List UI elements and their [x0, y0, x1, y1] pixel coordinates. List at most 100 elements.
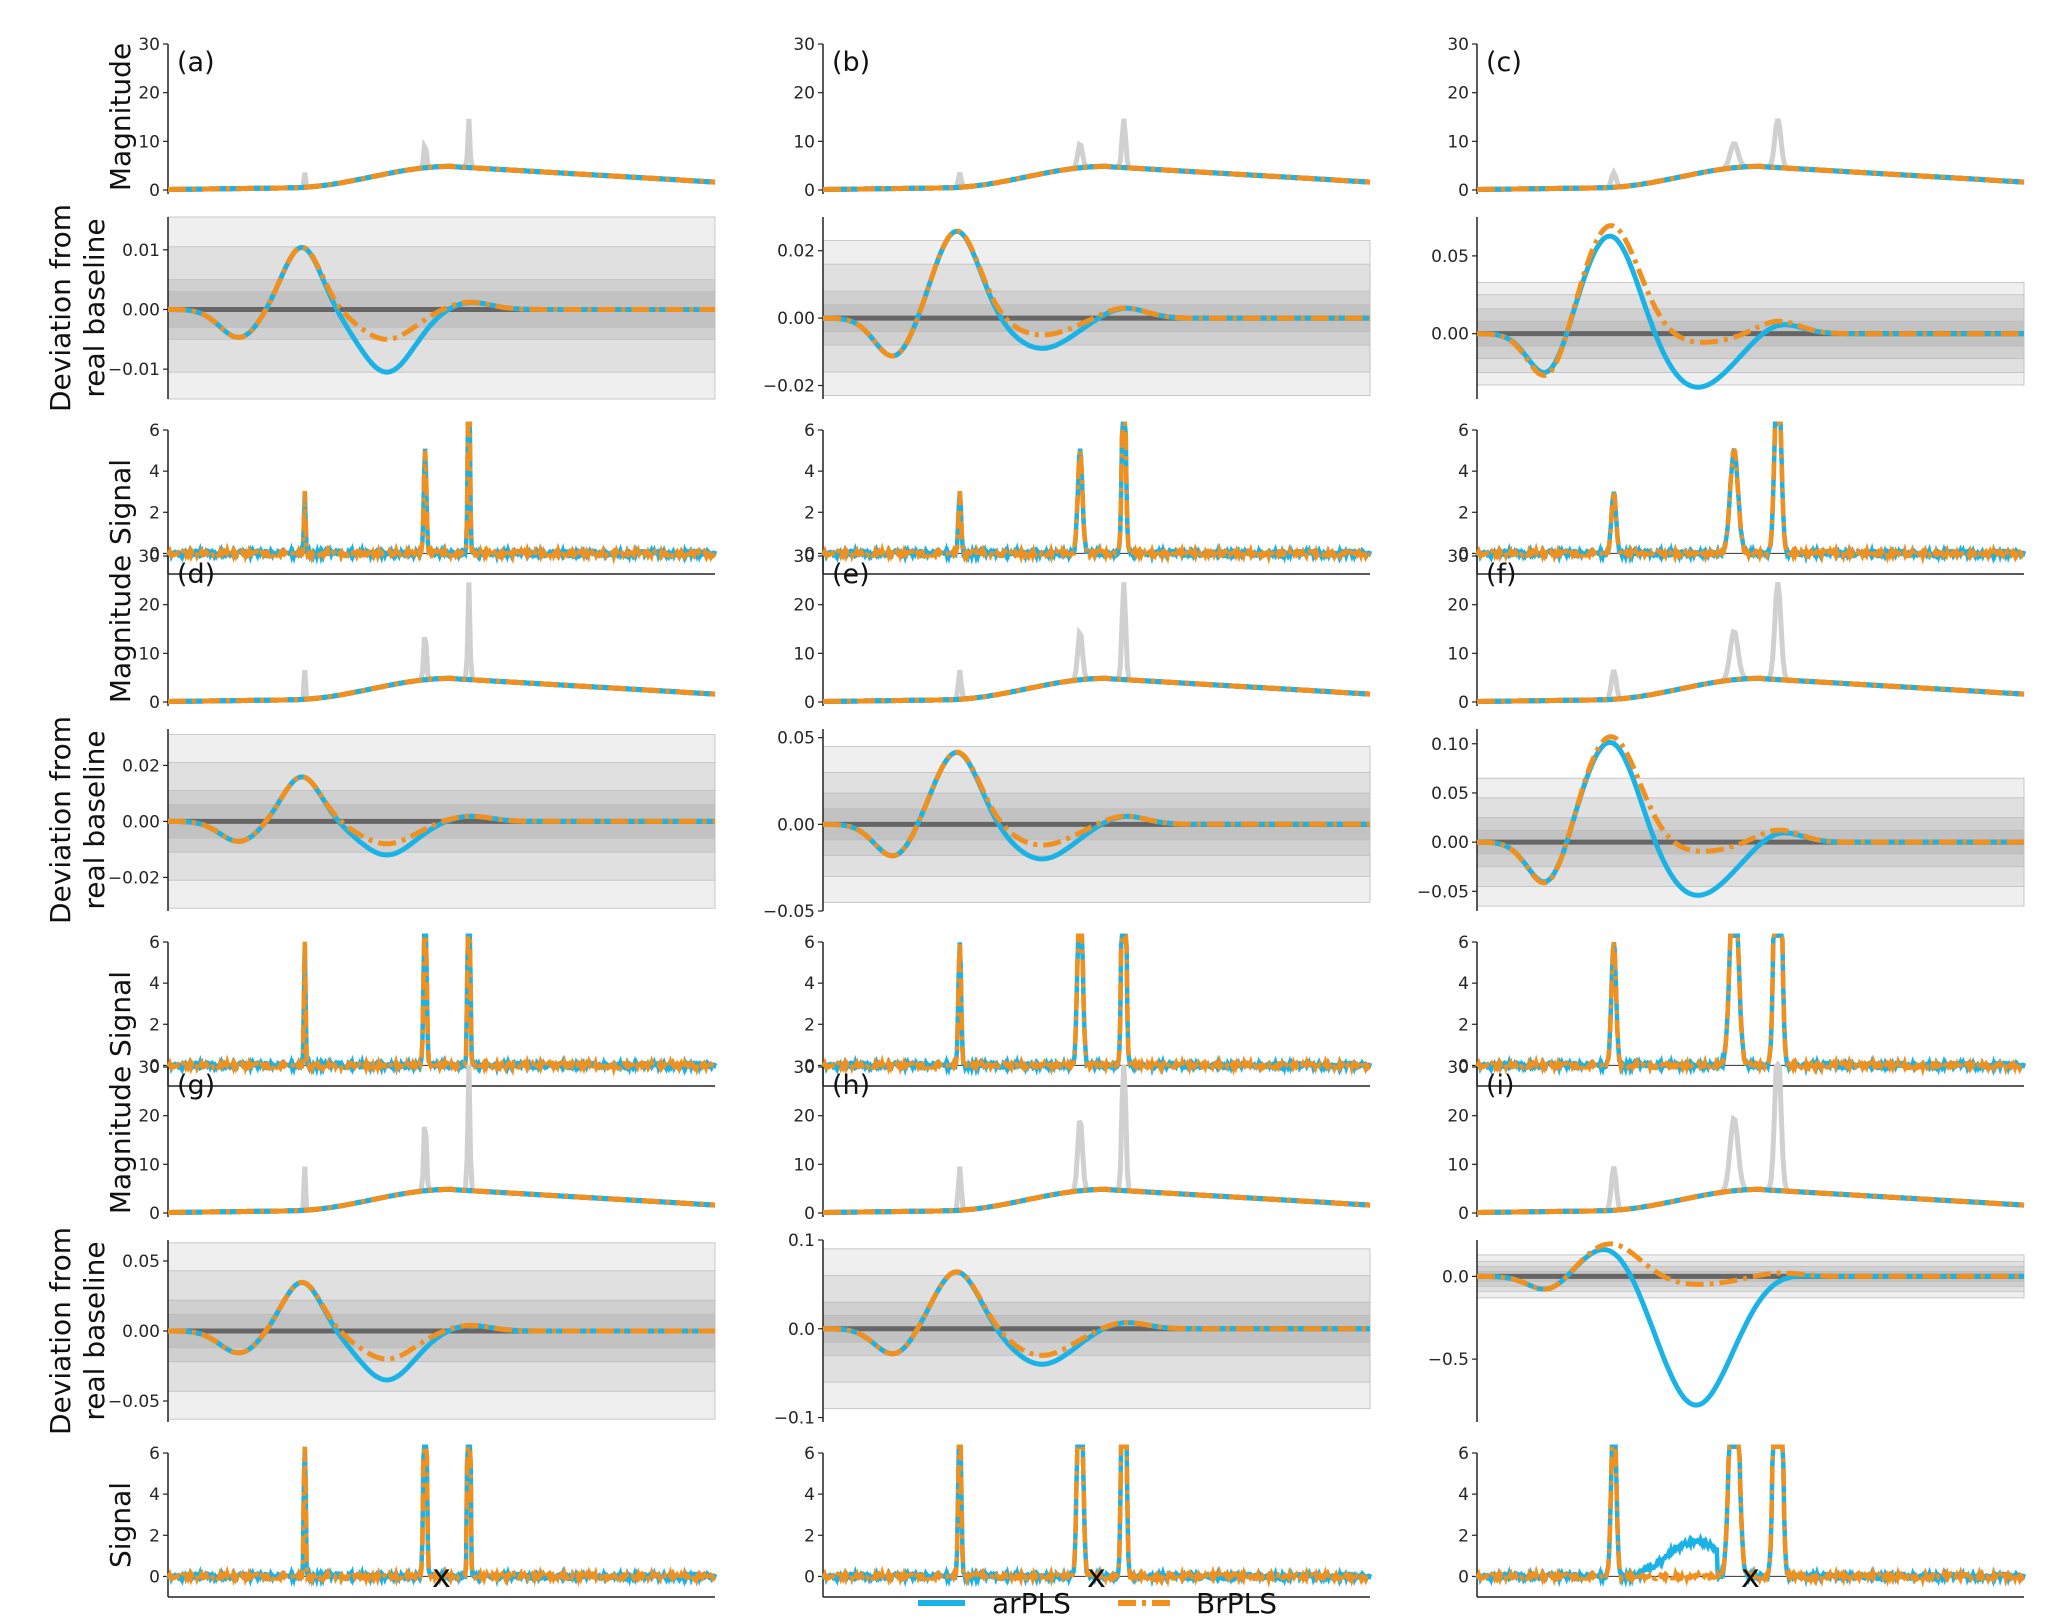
- signal-y-tick-label: 6: [149, 933, 160, 953]
- brpls-signal-line: [821, 421, 1371, 565]
- legend: arPLS BrPLS: [918, 1587, 1277, 1620]
- signal-axis-label: Signal: [104, 1482, 137, 1568]
- deviation-y-tick-label: −0.1: [774, 1409, 815, 1429]
- magnitude-y-tick-label: 0: [804, 693, 815, 713]
- brpls-baseline-line: [1477, 1186, 2025, 1215]
- deviation-axis-label-line1: Deviation from: [44, 1227, 77, 1435]
- x-axis-label: x: [1741, 1557, 1760, 1595]
- deviation-subplot: 0.05 0.00 −0.05: [108, 1240, 716, 1422]
- magnitude-y-tick-label: 0: [149, 693, 160, 713]
- signal-y-tick-label: 0: [1458, 544, 1469, 564]
- signal-y-tick-label: 2: [149, 1015, 160, 1035]
- signal-y-tick-label: 6: [149, 1444, 160, 1464]
- panel-label: (f): [1486, 559, 1517, 590]
- deviation-y-tick-label: 0.10: [1431, 735, 1469, 755]
- brpls-baseline-line: [1477, 675, 2025, 704]
- magnitude-subplot: 0 10 20 30 (f): [1447, 547, 2025, 713]
- deviation-axis-label-line2: real baseline: [78, 730, 111, 909]
- deviation-axis-label-line2: real baseline: [78, 1241, 111, 1420]
- deviation-subplot: 0.05 0.00 −0.05: [763, 729, 1371, 922]
- arpls-signal-line: [166, 421, 718, 565]
- brpls-deviation-line: [168, 774, 715, 847]
- signal-y-tick-label: 2: [1458, 1015, 1469, 1035]
- magnitude-y-tick-label: 0: [149, 181, 160, 201]
- brpls-deviation-line: [168, 244, 715, 342]
- signal-y-tick-label: 4: [1458, 462, 1469, 482]
- signal-y-tick-label: 4: [149, 974, 160, 994]
- brpls-baseline-line: [168, 163, 716, 192]
- deviation-y-tick-label: 0.05: [1431, 784, 1469, 804]
- magnitude-y-tick-label: 10: [1447, 644, 1469, 664]
- brpls-deviation-line: [1477, 734, 2024, 886]
- deviation-y-tick-label: 0.0: [788, 1320, 815, 1340]
- brpls-baseline-line: [1477, 163, 2025, 192]
- deviation-y-tick-label: −0.5: [1428, 1350, 1469, 1370]
- magnitude-y-tick-label: 0: [1458, 1204, 1469, 1224]
- brpls-signal-line: [1475, 1444, 2025, 1588]
- panel: 0 10 20 30 (h) 0.1 0.0 −0.1 0 2 4 6: [774, 1058, 1373, 1598]
- magnitude-y-tick-label: 10: [793, 1155, 815, 1175]
- panel-label: (i): [1486, 1070, 1515, 1101]
- signal-axis-label: Signal: [104, 971, 137, 1057]
- signal-y-tick-label: 2: [804, 503, 815, 523]
- magnitude-subplot: 0 10 20 30 (g): [138, 1058, 716, 1224]
- magnitude-y-tick-label: 10: [1447, 1155, 1469, 1175]
- signal-y-tick-label: 6: [149, 421, 160, 441]
- magnitude-y-tick-label: 0: [804, 181, 815, 201]
- magnitude-axis-label: Magnitude: [104, 555, 137, 703]
- arpls-signal-line: [1475, 933, 2027, 1077]
- signal-subplot: 0 2 4 6: [1458, 421, 2027, 575]
- magnitude-axis-label: Magnitude: [104, 43, 137, 191]
- signal-y-tick-label: 2: [149, 1526, 160, 1546]
- deviation-axis-label-line2: real baseline: [78, 218, 111, 397]
- signal-y-tick-label: 4: [804, 974, 815, 994]
- panel: 0 10 20 30 (a) 0.01 0.00 −0.01 0 2 4 6: [108, 35, 718, 575]
- deviation-subplot: 0.02 0.00 −0.02: [108, 729, 716, 911]
- deviation-y-tick-label: 0.00: [1431, 325, 1469, 345]
- signal-y-tick-label: 0: [804, 1567, 815, 1587]
- deviation-subplot: 0.05 0.00: [1431, 217, 2025, 399]
- magnitude-y-tick-label: 30: [138, 547, 160, 567]
- signal-y-tick-label: 4: [149, 1485, 160, 1505]
- signal-subplot: 0 2 4 6: [1458, 1444, 2027, 1598]
- signal-y-tick-label: 2: [1458, 1526, 1469, 1546]
- magnitude-y-tick-label: 10: [138, 644, 160, 664]
- brpls-signal-line: [821, 933, 1371, 1077]
- magnitude-y-tick-label: 30: [793, 35, 815, 55]
- magnitude-y-tick-label: 30: [138, 35, 160, 55]
- deviation-y-tick-label: 0.02: [777, 242, 815, 262]
- deviation-subplot: 0.0 −0.5: [1428, 1240, 2025, 1422]
- panel-label: (h): [832, 1070, 870, 1101]
- observed-signal-line: [823, 582, 1371, 704]
- brpls-deviation-line: [168, 1279, 715, 1362]
- signal-y-tick-label: 4: [1458, 974, 1469, 994]
- brpls-signal-line: [166, 421, 716, 565]
- magnitude-y-tick-label: 10: [138, 1155, 160, 1175]
- brpls-signal-line: [1475, 421, 2025, 565]
- signal-y-tick-label: 2: [804, 1526, 815, 1546]
- brpls-baseline-line: [823, 163, 1371, 192]
- deviation-y-tick-label: 0.05: [1431, 247, 1469, 267]
- deviation-y-tick-label: 0.00: [777, 309, 815, 329]
- signal-y-tick-label: 6: [1458, 421, 1469, 441]
- observed-signal-line: [168, 582, 716, 704]
- signal-y-tick-label: 0: [1458, 1056, 1469, 1076]
- deviation-subplot: 0.1 0.0 −0.1: [774, 1231, 1371, 1429]
- brpls-baseline-line: [823, 1186, 1371, 1215]
- signal-y-tick-label: 4: [804, 462, 815, 482]
- deviation-y-tick-label: 0.00: [122, 1322, 160, 1342]
- arpls-signal-line: [821, 933, 1373, 1077]
- magnitude-y-tick-label: 0: [149, 1204, 160, 1224]
- signal-y-tick-label: 4: [1458, 1485, 1469, 1505]
- deviation-axis-label-line1: Deviation from: [44, 204, 77, 412]
- panel: 0 10 20 30 (i) 0.0 −0.5 0 2 4 6: [1428, 1058, 2027, 1598]
- deviation-y-tick-label: 0.05: [777, 729, 815, 749]
- magnitude-y-tick-label: 0: [804, 1204, 815, 1224]
- magnitude-subplot: 0 10 20 30 (c): [1447, 35, 2025, 201]
- deviation-y-tick-label: 0.00: [777, 815, 815, 835]
- panel-label: (d): [177, 559, 215, 590]
- signal-subplot: 0 2 4 6: [1458, 933, 2027, 1087]
- legend-arpls-label: arPLS: [992, 1587, 1071, 1620]
- magnitude-y-tick-label: 20: [793, 1107, 815, 1127]
